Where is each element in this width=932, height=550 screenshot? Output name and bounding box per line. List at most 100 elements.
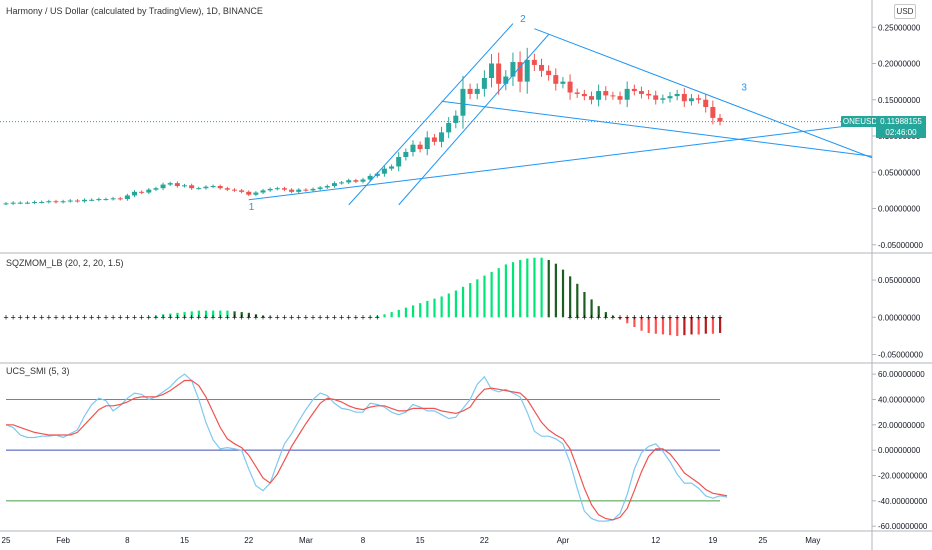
candle-body — [203, 186, 209, 189]
squeeze-dot: + — [289, 312, 294, 322]
candle-body — [374, 173, 380, 176]
momentum-bar — [461, 286, 465, 318]
momentum-bar — [183, 312, 186, 318]
momentum-bar — [262, 315, 265, 318]
momentum-bar — [269, 316, 272, 318]
candle-body — [24, 202, 30, 204]
momentum-bar — [440, 296, 443, 318]
momentum-bar — [554, 263, 557, 318]
candle-body — [417, 144, 423, 150]
momentum-bar — [219, 310, 222, 318]
candle-body — [581, 93, 587, 97]
candle-body — [696, 98, 702, 100]
squeeze-dot: + — [182, 312, 187, 322]
momentum-bar — [376, 315, 379, 318]
momentum-bar — [197, 310, 200, 318]
trendline — [441, 100, 873, 157]
squeeze-dot: + — [375, 312, 380, 322]
sqz-axis-tick-label: 0.00000000 — [878, 313, 921, 322]
squeeze-dot: + — [639, 312, 644, 322]
momentum-bar — [719, 317, 722, 333]
time-axis-label: May — [805, 536, 820, 545]
smi-axis-tick-label: 40.00000000 — [878, 395, 925, 404]
candle-body — [660, 98, 666, 100]
candle-body — [46, 201, 52, 203]
candle-body — [681, 93, 687, 102]
squeeze-dot: + — [710, 312, 715, 322]
time-axis-label: 22 — [244, 536, 253, 545]
momentum-bar — [569, 276, 572, 318]
squeeze-dot: + — [667, 312, 672, 322]
candle-body — [174, 183, 180, 187]
squeeze-dot: + — [75, 312, 80, 322]
momentum-bar — [154, 315, 158, 318]
squeeze-dot: + — [68, 312, 73, 322]
squeeze-dot: + — [589, 312, 594, 322]
squeeze-dot: + — [110, 312, 115, 322]
candle-body — [139, 191, 145, 193]
candle-body — [246, 191, 252, 195]
candle-body — [39, 201, 45, 203]
currency-badge[interactable]: USD — [894, 4, 916, 19]
time-axis-label: 15 — [180, 536, 189, 545]
momentum-bar — [676, 317, 679, 336]
squeeze-dot: + — [46, 312, 51, 322]
candle-body — [489, 63, 495, 78]
candle-body — [474, 88, 480, 94]
momentum-bar — [597, 306, 600, 318]
squeeze-dot: + — [18, 312, 23, 322]
candle-body — [317, 187, 323, 189]
last-price-value: 0.11988155 — [880, 117, 922, 126]
candle-body — [396, 157, 402, 167]
squeeze-dot: + — [567, 312, 572, 322]
candle-body — [217, 186, 223, 189]
candle-body — [303, 189, 309, 191]
time-axis-label: 12 — [651, 536, 660, 545]
momentum-bar — [411, 305, 415, 318]
momentum-bar — [433, 298, 436, 318]
momentum-bar — [390, 312, 393, 318]
wave-label-1: 1 — [249, 202, 255, 213]
candle-body — [717, 117, 723, 122]
momentum-bar — [511, 262, 515, 318]
candle-body — [160, 184, 166, 189]
momentum-bar — [533, 257, 536, 318]
momentum-bar — [683, 317, 686, 336]
momentum-bar — [526, 258, 529, 318]
squeeze-dot: + — [196, 312, 201, 322]
squeeze-dot: + — [175, 312, 180, 322]
momentum-bar — [212, 310, 215, 318]
candle-body — [560, 81, 566, 84]
squeeze-dot: + — [39, 312, 44, 322]
candle-body — [631, 88, 637, 92]
candle-body — [439, 132, 445, 142]
squeeze-dot: + — [125, 312, 130, 322]
candle-body — [153, 188, 159, 190]
squeeze-dot: + — [682, 312, 687, 322]
price-axis-tick-label: 0.25000000 — [878, 23, 921, 32]
time-axis-label: 25 — [2, 536, 11, 545]
squeeze-dot: + — [703, 312, 708, 322]
candle-body — [539, 64, 544, 71]
candle-body — [646, 93, 652, 96]
time-axis-label: 22 — [480, 536, 489, 545]
candle-body — [331, 183, 337, 187]
squeeze-dot: + — [89, 312, 94, 322]
candle-body — [124, 195, 130, 200]
squeeze-dot: + — [368, 312, 373, 322]
momentum-bar — [697, 317, 700, 335]
trendline — [248, 122, 873, 201]
squeeze-dot: + — [575, 312, 580, 322]
momentum-bar — [404, 307, 408, 318]
candle-body — [10, 202, 16, 204]
candle-body — [524, 59, 530, 82]
time-axis-label: 15 — [416, 536, 425, 545]
smi-axis-tick-label: -60.00000000 — [878, 522, 928, 531]
momentum-bar — [626, 317, 629, 324]
candle-body — [96, 199, 102, 201]
sqz-axis-tick-label: 0.05000000 — [878, 276, 921, 285]
momentum-bar — [383, 314, 386, 318]
candle-body — [167, 183, 173, 185]
trendline — [398, 34, 550, 206]
